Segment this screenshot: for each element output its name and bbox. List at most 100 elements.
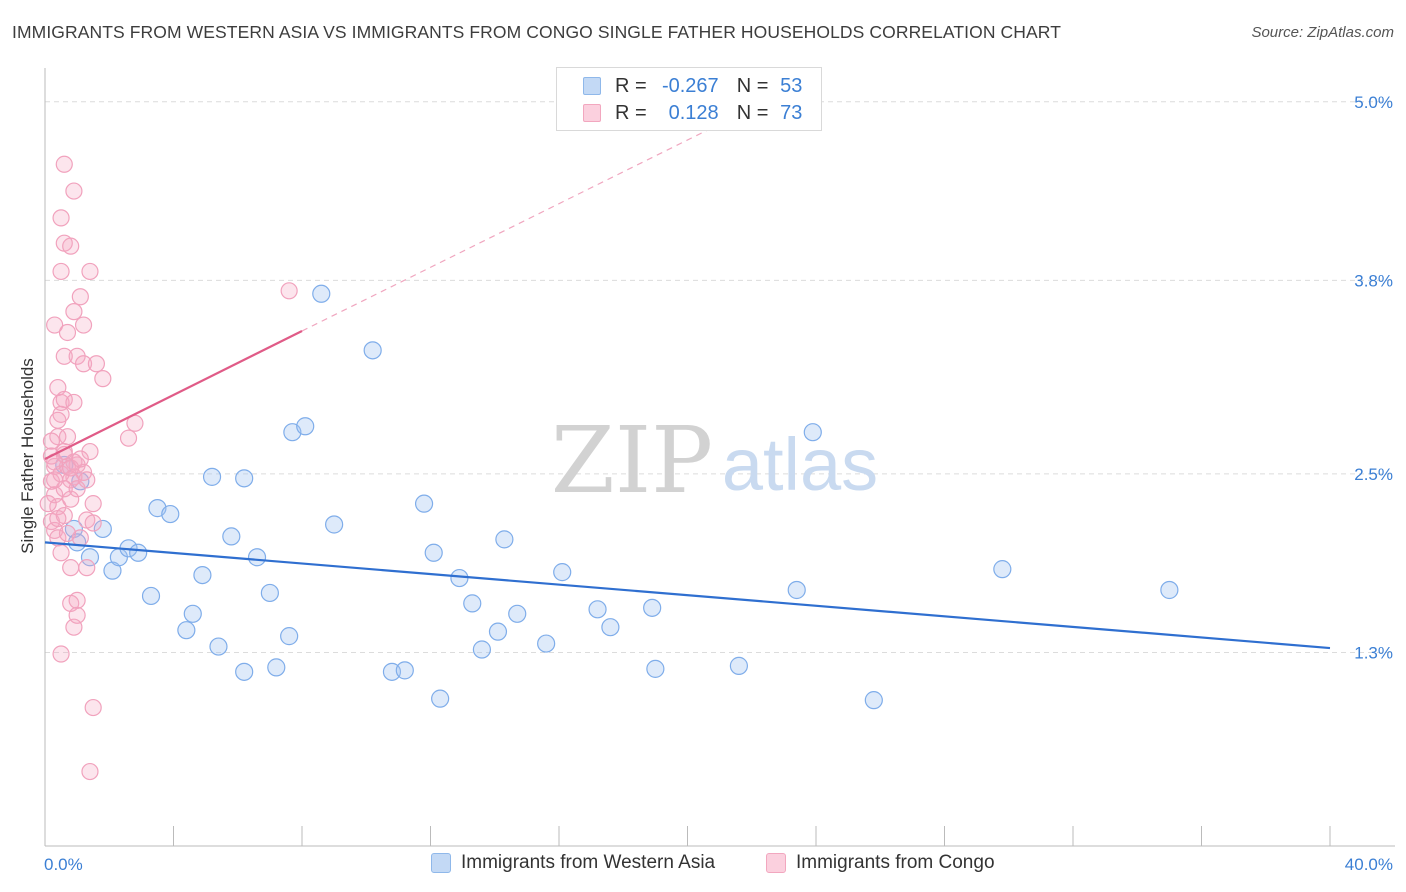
data-point-congo (81, 762, 99, 781)
legend-row-western-asia: R = -0.267 N = 53 (583, 74, 802, 98)
data-point-western-asia (472, 640, 491, 659)
x-tick-label: 0.0% (44, 855, 83, 874)
data-point-western-asia (414, 494, 434, 513)
data-point-western-asia (312, 284, 331, 303)
data-point-congo (52, 209, 70, 227)
legend-r-label: R = (615, 74, 647, 97)
data-point-congo (68, 606, 86, 624)
chart-title: IMMIGRANTS FROM WESTERN ASIA VS IMMIGRAN… (12, 22, 1062, 42)
correlation-legend: R = -0.267 N = 53 R = 0.128 N = 73 (556, 67, 822, 131)
data-point-western-asia (803, 423, 822, 442)
watermark-atlas: atlas (722, 423, 878, 506)
watermark-zip: ZIP (551, 407, 713, 514)
data-point-western-asia (177, 621, 196, 640)
data-point-congo (55, 155, 73, 173)
data-point-congo (52, 262, 70, 281)
y-tick-label: 3.8% (1354, 271, 1393, 290)
data-point-western-asia (508, 604, 527, 623)
data-point-congo (46, 316, 64, 334)
data-point-western-asia (235, 662, 254, 681)
data-point-congo (74, 355, 93, 373)
data-point-congo (71, 288, 89, 306)
series-legend: Immigrants from Western Asia Immigrants … (0, 852, 1406, 878)
data-point-congo (46, 471, 64, 489)
legend-swatch-western-asia (583, 77, 601, 95)
gridlines (45, 101, 1395, 653)
y-tick-label: 5.0% (1354, 93, 1393, 112)
data-point-congo (84, 495, 102, 513)
legend-n-value: 73 (780, 101, 803, 124)
data-point-western-asia (537, 634, 556, 653)
data-point-congo (49, 509, 67, 528)
data-point-congo (58, 524, 77, 543)
data-point-western-asia (183, 604, 202, 623)
legend-r-value: -0.267 (661, 74, 719, 97)
data-point-western-asia (222, 527, 241, 546)
data-point-congo (58, 323, 77, 342)
data-point-congo (55, 347, 73, 365)
data-point-congo (49, 498, 67, 516)
data-point-western-asia (787, 580, 806, 600)
legend-r-value: 0.128 (668, 101, 719, 124)
data-point-congo (78, 559, 96, 577)
source-label: Source: ZipAtlas.com (1251, 24, 1394, 41)
data-point-western-asia (450, 568, 469, 588)
data-point-congo (119, 429, 138, 447)
data-point-congo (49, 411, 67, 429)
data-point-western-asia (129, 543, 148, 562)
legend-swatch-congo (583, 104, 601, 122)
data-point-western-asia (993, 560, 1012, 579)
data-point-congo (84, 514, 102, 532)
data-point-congo (58, 428, 77, 446)
data-point-congo (81, 262, 99, 281)
data-point-western-asia (643, 598, 662, 617)
data-point-western-asia (1160, 580, 1179, 600)
data-point-western-asia (325, 515, 344, 534)
data-point-western-asia (235, 469, 254, 488)
data-point-western-asia (247, 548, 267, 567)
data-point-congo (65, 182, 83, 200)
watermark: ZIP atlas (551, 407, 878, 514)
y-tick-label: 2.5% (1354, 465, 1393, 484)
trend-line-western-asia (44, 541, 1331, 650)
series-legend-label: Immigrants from Congo (796, 852, 995, 873)
data-point-western-asia (729, 656, 749, 675)
data-point-western-asia (260, 583, 279, 603)
data-point-congo (84, 698, 102, 717)
data-point-western-asia (553, 563, 572, 582)
data-point-western-asia (463, 594, 482, 613)
data-point-western-asia (495, 530, 514, 549)
series-legend-label: Immigrants from Western Asia (461, 852, 716, 873)
data-point-congo (94, 370, 112, 388)
data-point-congo (280, 282, 298, 300)
trend-line-congo-extension (301, 123, 720, 332)
axes (44, 68, 1395, 847)
data-point-western-asia (280, 627, 299, 646)
data-point-western-asia (431, 689, 450, 708)
data-point-western-asia (93, 519, 112, 539)
data-point-congo (52, 544, 70, 562)
data-point-congo (87, 355, 106, 373)
data-point-western-asia (209, 637, 228, 656)
data-point-congo (52, 645, 70, 663)
data-point-western-asia (193, 565, 212, 585)
trend-line-congo (44, 330, 303, 460)
legend-n-value: 53 (780, 74, 803, 97)
data-point-western-asia (488, 622, 508, 641)
legend-row-congo: R = 0.128 N = 73 (583, 101, 802, 125)
series-legend-swatch-congo (766, 853, 786, 873)
data-point-western-asia (141, 586, 161, 606)
data-point-western-asia (296, 417, 315, 436)
data-point-congo (65, 393, 83, 412)
data-point-congo (71, 450, 89, 468)
data-point-congo (62, 237, 80, 255)
legend-n-label: N = (736, 74, 769, 97)
data-point-congo (62, 559, 80, 577)
data-point-western-asia (864, 691, 883, 710)
data-point-congo (68, 591, 86, 610)
data-point-western-asia (601, 618, 620, 637)
x-tick-label: 40.0% (1345, 855, 1393, 874)
data-point-western-asia (363, 341, 382, 360)
data-point-western-asia (588, 600, 607, 619)
